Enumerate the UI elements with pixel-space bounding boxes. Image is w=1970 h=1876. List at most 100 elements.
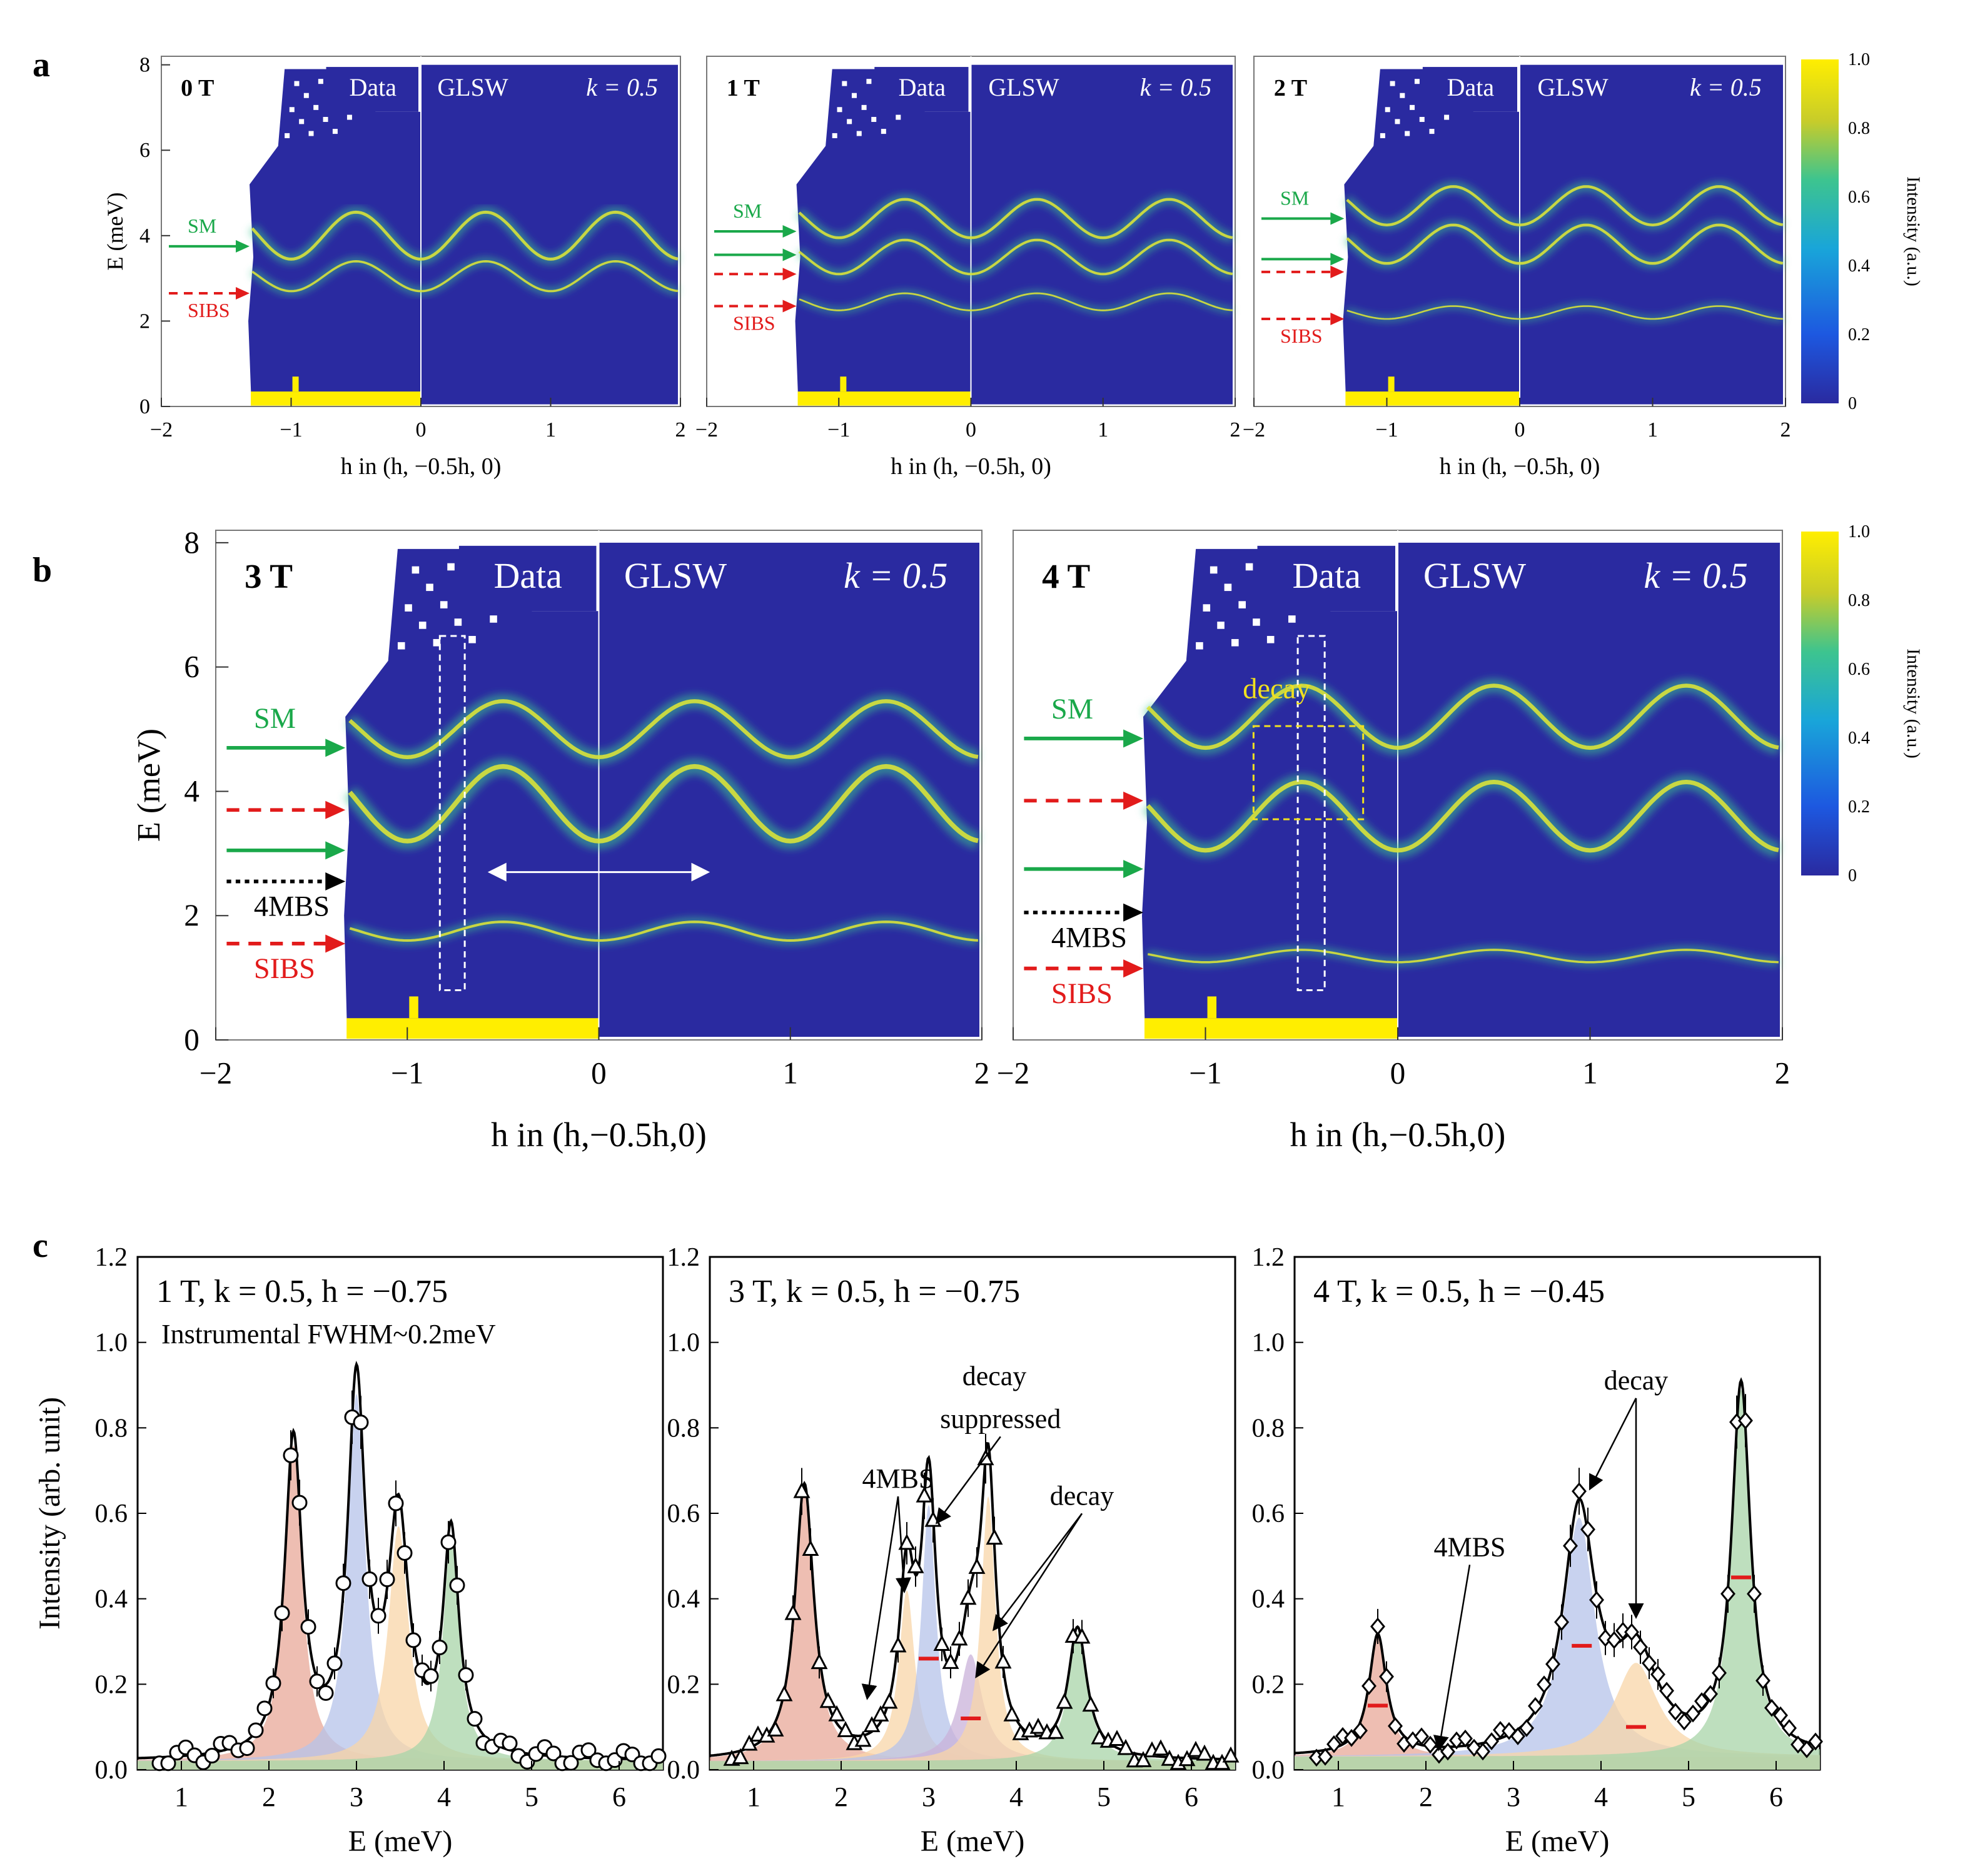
- mask-speckle: [1210, 566, 1218, 574]
- mask-speckle: [303, 93, 309, 98]
- annot-arrow-head-0: [1123, 729, 1144, 748]
- mode-1: [251, 260, 679, 293]
- field-label: 4 T: [1042, 557, 1090, 595]
- mask-speckle: [332, 129, 338, 134]
- x-tick-label: −1: [827, 418, 850, 441]
- data-point: [1563, 1536, 1578, 1555]
- y-tick-label: 6: [184, 650, 200, 684]
- mask-speckle: [285, 133, 290, 138]
- mask-speckle: [405, 604, 412, 612]
- annot-label-3: SIBS: [733, 312, 775, 335]
- mask-speckle: [426, 583, 433, 592]
- data-point: [1056, 1692, 1073, 1709]
- data-point: [1642, 1654, 1657, 1673]
- data-point: [942, 1653, 959, 1669]
- data-point: [1029, 1717, 1047, 1734]
- mask-speckle: [832, 133, 837, 138]
- heatmap-row-b: Data GLSW k = 0.5 3 T SM 4MBS SIBS −2 −1 0 1 2 0 2 4 6 8…: [131, 525, 1790, 1154]
- colorbar-b-tick-0: 0: [1848, 866, 1857, 885]
- mask-speckle: [447, 563, 455, 571]
- data-point: [309, 1673, 325, 1690]
- y-axis-label: E (meV): [103, 193, 128, 271]
- colorbar-b-tick-0.6: 0.6: [1848, 660, 1870, 679]
- data-point: [907, 1557, 924, 1573]
- x-axis-label: E (meV): [921, 1825, 1025, 1858]
- data-point: [1475, 1742, 1490, 1761]
- k-label: k = 0.5: [844, 555, 947, 596]
- elastic-spike: [409, 996, 418, 1019]
- annot-arrow-head-3: [1330, 313, 1345, 325]
- y-tick-label: 0.4: [95, 1585, 128, 1614]
- data-point: [793, 1481, 811, 1498]
- mask-speckle: [1224, 583, 1232, 592]
- x-tick-label: 2: [1230, 418, 1241, 441]
- annot-label-4: SIBS: [1051, 978, 1113, 1010]
- data-point: [1589, 1591, 1604, 1609]
- data-point: [1650, 1665, 1665, 1684]
- data-point: [1537, 1675, 1552, 1694]
- y-axis-label: E (meV): [131, 729, 167, 842]
- data-point: [1580, 1520, 1595, 1539]
- data-point: [361, 1571, 378, 1587]
- fit-curve: [1294, 1377, 1821, 1755]
- elastic-spike: [292, 376, 299, 392]
- field-label: 1 T: [727, 75, 760, 101]
- data-point: [326, 1655, 343, 1672]
- y-tick-label: 0.8: [95, 1414, 128, 1443]
- data-point: [1519, 1719, 1534, 1737]
- heatmap-a-1T: Data GLSW k = 0.5 1 T SM SIBS −2 −1 0 1 2 h in (h, …: [695, 56, 1241, 480]
- data-point: [1607, 1631, 1622, 1650]
- annot-arrow-head-2: [325, 841, 346, 860]
- model-label: GLSW: [1537, 73, 1609, 101]
- data-point: [467, 1711, 483, 1727]
- row-labels: a b c: [33, 46, 52, 1265]
- mask-speckle: [1414, 79, 1420, 84]
- mask-speckle: [490, 615, 497, 623]
- x-tick-label: 1: [1098, 418, 1108, 441]
- data-point: [405, 1632, 422, 1648]
- data-point: [1668, 1703, 1683, 1721]
- mask-speckle: [871, 116, 877, 122]
- mask-speckle: [468, 635, 476, 643]
- x-tick-label: 1: [1331, 1782, 1345, 1812]
- data-point: [1738, 1411, 1753, 1430]
- data-point: [889, 1636, 907, 1653]
- data-point: [1073, 1627, 1091, 1644]
- data-point: [1458, 1729, 1473, 1748]
- data-point: [1047, 1723, 1064, 1739]
- spectrum-title: 1 T, k = 0.5, h = −0.75: [156, 1274, 448, 1309]
- mask-speckle: [856, 131, 862, 136]
- data-point: [1694, 1692, 1709, 1710]
- data-point: [1808, 1732, 1823, 1751]
- x-tick-label: 2: [974, 1056, 990, 1091]
- arrow-line-3-1: [992, 1513, 1083, 1631]
- data-point: [1117, 1738, 1134, 1755]
- annot-arrow-head-1: [1330, 253, 1345, 266]
- annot-arrow-head-0: [1330, 212, 1345, 225]
- data-point: [248, 1722, 264, 1738]
- elastic-spike: [840, 376, 847, 392]
- y-tick-label: 1.0: [1252, 1329, 1285, 1358]
- annot-arrow-head-2: [782, 268, 797, 281]
- mask-speckle: [313, 104, 319, 110]
- spectrum-note: Instrumental FWHM~0.2meV: [161, 1319, 496, 1349]
- field-label: 0 T: [181, 75, 214, 101]
- annot-label-3: 4MBS: [254, 891, 330, 923]
- spectrum-title: 3 T, k = 0.5, h = −0.75: [729, 1274, 1020, 1309]
- data-label: Data: [493, 555, 562, 596]
- spectrum-c-4T: 4MBS decay 4 T, k = 0.5, h = −0.45 1 2 3 4 5 6 0.…: [1252, 1243, 1823, 1858]
- mask-speckle: [842, 81, 847, 86]
- colorbar-a-tick-0.4: 0.4: [1848, 256, 1870, 276]
- data-label-bg: [1257, 545, 1395, 612]
- x-tick-label: 1: [545, 418, 556, 441]
- x-axis-label: h in (h,−0.5h,0): [1290, 1116, 1506, 1154]
- annot-label-3: 4MBS: [1051, 922, 1127, 954]
- mode-0: [251, 210, 679, 261]
- x-tick-label: 5: [1097, 1782, 1111, 1812]
- data-point: [1747, 1585, 1762, 1603]
- mask-speckle: [454, 618, 462, 626]
- data-point: [256, 1700, 273, 1717]
- data-point: [1152, 1739, 1169, 1756]
- mask-speckle: [896, 114, 901, 120]
- y-tick-label: 0.8: [667, 1414, 700, 1443]
